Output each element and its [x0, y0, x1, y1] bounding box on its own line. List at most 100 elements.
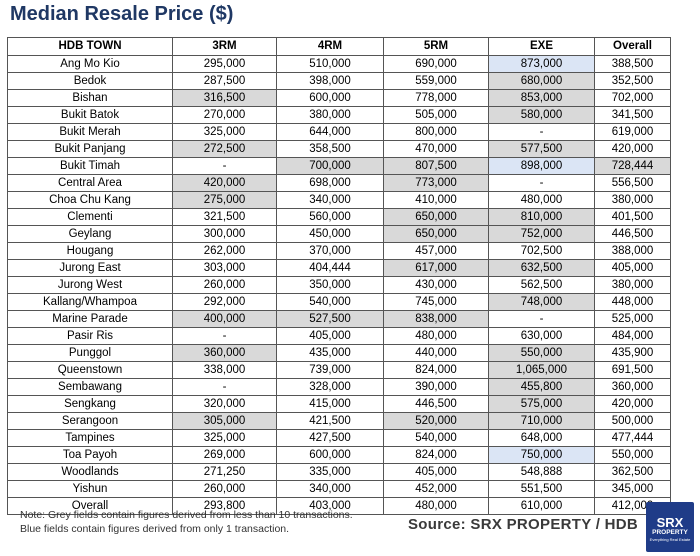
cell-4rm: 405,000	[276, 327, 384, 345]
cell-exe: 702,500	[488, 242, 595, 260]
cell-exe: 480,000	[488, 191, 595, 209]
cell-5rm: 559,000	[383, 72, 489, 90]
cell-4rm: 370,000	[276, 242, 384, 260]
table-row: Bukit Panjang 272,500 358,500 470,000 577,50…	[7, 140, 671, 158]
cell-town: Yishun	[7, 480, 173, 498]
cell-town: Overall	[7, 497, 173, 515]
cell-exe: 750,000	[488, 446, 595, 464]
cell-4rm: 335,000	[276, 463, 384, 481]
cell-4rm: 644,000	[276, 123, 384, 141]
cell-exe: 1,065,000	[488, 361, 595, 379]
cell-exe: 455,800	[488, 378, 595, 396]
cell-3rm: 260,000	[172, 276, 277, 294]
cell-5rm: 773,000	[383, 174, 489, 192]
cell-5rm: 807,500	[383, 157, 489, 175]
cell-town: Serangoon	[7, 412, 173, 430]
cell-4rm: 350,000	[276, 276, 384, 294]
cell-town: Pasir Ris	[7, 327, 173, 345]
cell-exe: 873,000	[488, 55, 595, 73]
cell-5rm: 617,000	[383, 259, 489, 277]
cell-3rm: 303,000	[172, 259, 277, 277]
table-row: Kallang/Whampoa 292,000 540,000 745,000 748,…	[7, 293, 671, 311]
cell-overall: 691,500	[594, 361, 671, 379]
table-row: Central Area 420,000 698,000 773,000-556,50…	[7, 174, 671, 192]
cell-3rm: 338,000	[172, 361, 277, 379]
cell-5rm: 440,000	[383, 344, 489, 362]
cell-5rm: 457,000	[383, 242, 489, 260]
cell-town: Hougang	[7, 242, 173, 260]
cell-3rm: 275,000	[172, 191, 277, 209]
cell-3rm: 420,000	[172, 174, 277, 192]
cell-overall: 405,000	[594, 259, 671, 277]
cell-4rm: 600,000	[276, 89, 384, 107]
cell-exe: 577,500	[488, 140, 595, 158]
cell-3rm: 270,000	[172, 106, 277, 124]
srx-logo: SRX PROPERTY Everything Real Estate	[646, 502, 694, 552]
cell-5rm: 824,000	[383, 446, 489, 464]
cell-4rm: 540,000	[276, 293, 384, 311]
cell-overall: 420,000	[594, 140, 671, 158]
cell-overall: 341,500	[594, 106, 671, 124]
cell-5rm: 480,000	[383, 497, 489, 515]
cell-4rm: 560,000	[276, 208, 384, 226]
cell-4rm: 380,000	[276, 106, 384, 124]
cell-3rm: 287,500	[172, 72, 277, 90]
cell-overall: 401,500	[594, 208, 671, 226]
cell-exe: 632,500	[488, 259, 595, 277]
cell-5rm: 690,000	[383, 55, 489, 73]
cell-3rm: -	[172, 327, 277, 345]
cell-overall: 446,500	[594, 225, 671, 243]
cell-5rm: 824,000	[383, 361, 489, 379]
cell-4rm: 421,500	[276, 412, 384, 430]
cell-3rm: 260,000	[172, 480, 277, 498]
cell-5rm: 650,000	[383, 225, 489, 243]
cell-town: Sengkang	[7, 395, 173, 413]
cell-5rm: 452,000	[383, 480, 489, 498]
cell-4rm: 415,000	[276, 395, 384, 413]
cell-3rm: 271,250	[172, 463, 277, 481]
cell-5rm: 800,000	[383, 123, 489, 141]
footnotes: Note: Grey fields contain figures derive…	[20, 508, 353, 536]
cell-5rm: 480,000	[383, 327, 489, 345]
cell-overall: 388,000	[594, 242, 671, 260]
cell-town: Jurong East	[7, 259, 173, 277]
cell-4rm: 510,000	[276, 55, 384, 73]
source-credit: Source: SRX PROPERTY / HDB	[408, 516, 639, 533]
cell-5rm: 838,000	[383, 310, 489, 328]
cell-town: Punggol	[7, 344, 173, 362]
cell-3rm: 272,500	[172, 140, 277, 158]
cell-town: Bukit Timah	[7, 157, 173, 175]
header-overall: Overall	[594, 37, 671, 56]
cell-town: Choa Chu Kang	[7, 191, 173, 209]
cell-exe: 580,000	[488, 106, 595, 124]
cell-3rm: 269,000	[172, 446, 277, 464]
cell-town: Bukit Batok	[7, 106, 173, 124]
cell-exe: -	[488, 123, 595, 141]
cell-4rm: 340,000	[276, 480, 384, 498]
cell-town: Bukit Merah	[7, 123, 173, 141]
cell-overall: 362,500	[594, 463, 671, 481]
table-row: Jurong West 260,000 350,000 430,000 562,500 3…	[7, 276, 671, 294]
cell-overall: 728,444	[594, 157, 671, 175]
cell-5rm: 778,000	[383, 89, 489, 107]
cell-4rm: 600,000	[276, 446, 384, 464]
cell-town: Ang Mo Kio	[7, 55, 173, 73]
cell-3rm: 321,500	[172, 208, 277, 226]
cell-town: Tampines	[7, 429, 173, 447]
cell-4rm: 698,000	[276, 174, 384, 192]
cell-town: Geylang	[7, 225, 173, 243]
header-town: HDB TOWN	[7, 37, 173, 56]
table-row: Ang Mo Kio 295,000 510,000 690,000 873,000 38…	[7, 55, 671, 73]
cell-exe: 680,000	[488, 72, 595, 90]
cell-exe: -	[488, 174, 595, 192]
table-row: Bedok 287,500 398,000 559,000 680,000 352,500	[7, 72, 671, 90]
table-row: Pasir Ris -405,000 480,000 630,000 484,000	[7, 327, 671, 345]
cell-overall: 380,000	[594, 191, 671, 209]
cell-4rm: 527,500	[276, 310, 384, 328]
table-row: Bukit Batok 270,000 380,000 505,000 580,000 3…	[7, 106, 671, 124]
cell-exe: 710,000	[488, 412, 595, 430]
cell-exe: 575,000	[488, 395, 595, 413]
cell-town: Queenstown	[7, 361, 173, 379]
cell-overall: 345,000	[594, 480, 671, 498]
cell-overall: 500,000	[594, 412, 671, 430]
